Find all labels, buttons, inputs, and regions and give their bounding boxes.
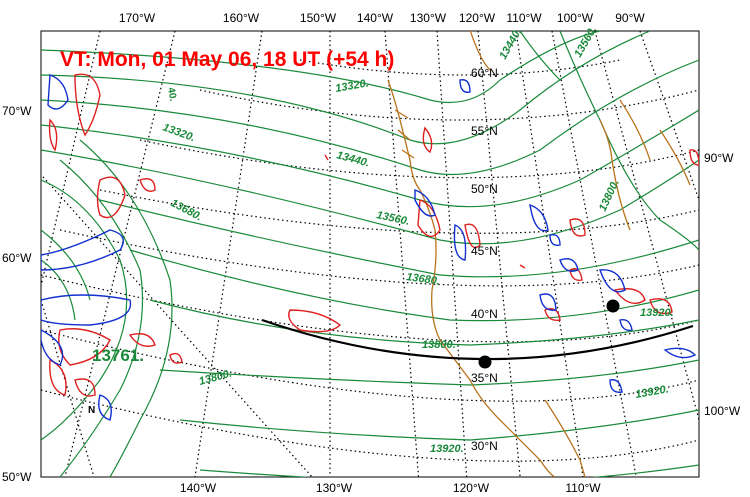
- lat-label-30n: 30°N: [471, 439, 498, 453]
- lat-label-45n: 45°N: [471, 244, 498, 258]
- bottom-lon-label: 140°W: [180, 481, 217, 495]
- lat-label-35n: 35°N: [471, 371, 498, 385]
- right-lon-label: 90°W: [704, 151, 734, 165]
- max-value-label: 13761.: [92, 346, 144, 365]
- partial-contour-label: 40.: [165, 87, 178, 103]
- negative-anomaly-contours: [41, 74, 697, 421]
- lat-label-50n: 50°N: [471, 182, 498, 196]
- left-lon-label: 50°W: [2, 470, 32, 484]
- top-lon-label: 120°W: [459, 11, 496, 25]
- trajectory-arc: [261, 318, 694, 361]
- bottom-lon-label: 110°W: [565, 481, 601, 495]
- top-lon-label: 130°W: [410, 11, 447, 25]
- top-lon-label: 170°W: [119, 11, 156, 25]
- top-lon-label: 140°W: [357, 11, 394, 25]
- contour-label: 13320.: [334, 77, 369, 95]
- lat-label-55n: 55°N: [471, 124, 498, 138]
- meridian-lines: [41, 31, 699, 477]
- lat-label-40n: 40°N: [471, 307, 498, 321]
- contour-label: 13920.: [640, 307, 674, 319]
- left-lon-label: 70°W: [2, 104, 32, 118]
- coastline: [387, 31, 691, 477]
- lat-label-60n: 60°N: [471, 66, 498, 80]
- contour-label: 13920.: [634, 383, 669, 401]
- marker-point-center: [478, 355, 492, 369]
- right-lon-label: 100°W: [704, 404, 741, 418]
- left-lon-label: 60°W: [2, 251, 32, 265]
- top-lon-label: 150°W: [300, 11, 337, 25]
- top-lon-label: 160°W: [223, 11, 260, 25]
- bottom-lon-label: 120°W: [453, 481, 490, 495]
- bottom-lon-label: 130°W: [316, 481, 353, 495]
- top-lon-label: 110°W: [506, 11, 542, 25]
- marker-point-east: [606, 299, 620, 313]
- top-lon-label: 100°W: [557, 11, 594, 25]
- top-lon-label: 90°W: [615, 11, 645, 25]
- positive-anomaly-contours: [48, 73, 699, 397]
- valid-time-title: VT: Mon, 01 May 06, 18 UT (+54 h): [60, 48, 394, 71]
- contour-label: 13800.: [422, 339, 456, 351]
- contour-label: 13680.: [406, 271, 441, 288]
- map-plot-area: [40, 30, 700, 478]
- partial-contour-label: N: [88, 405, 95, 416]
- contour-label: 13920.: [430, 443, 464, 455]
